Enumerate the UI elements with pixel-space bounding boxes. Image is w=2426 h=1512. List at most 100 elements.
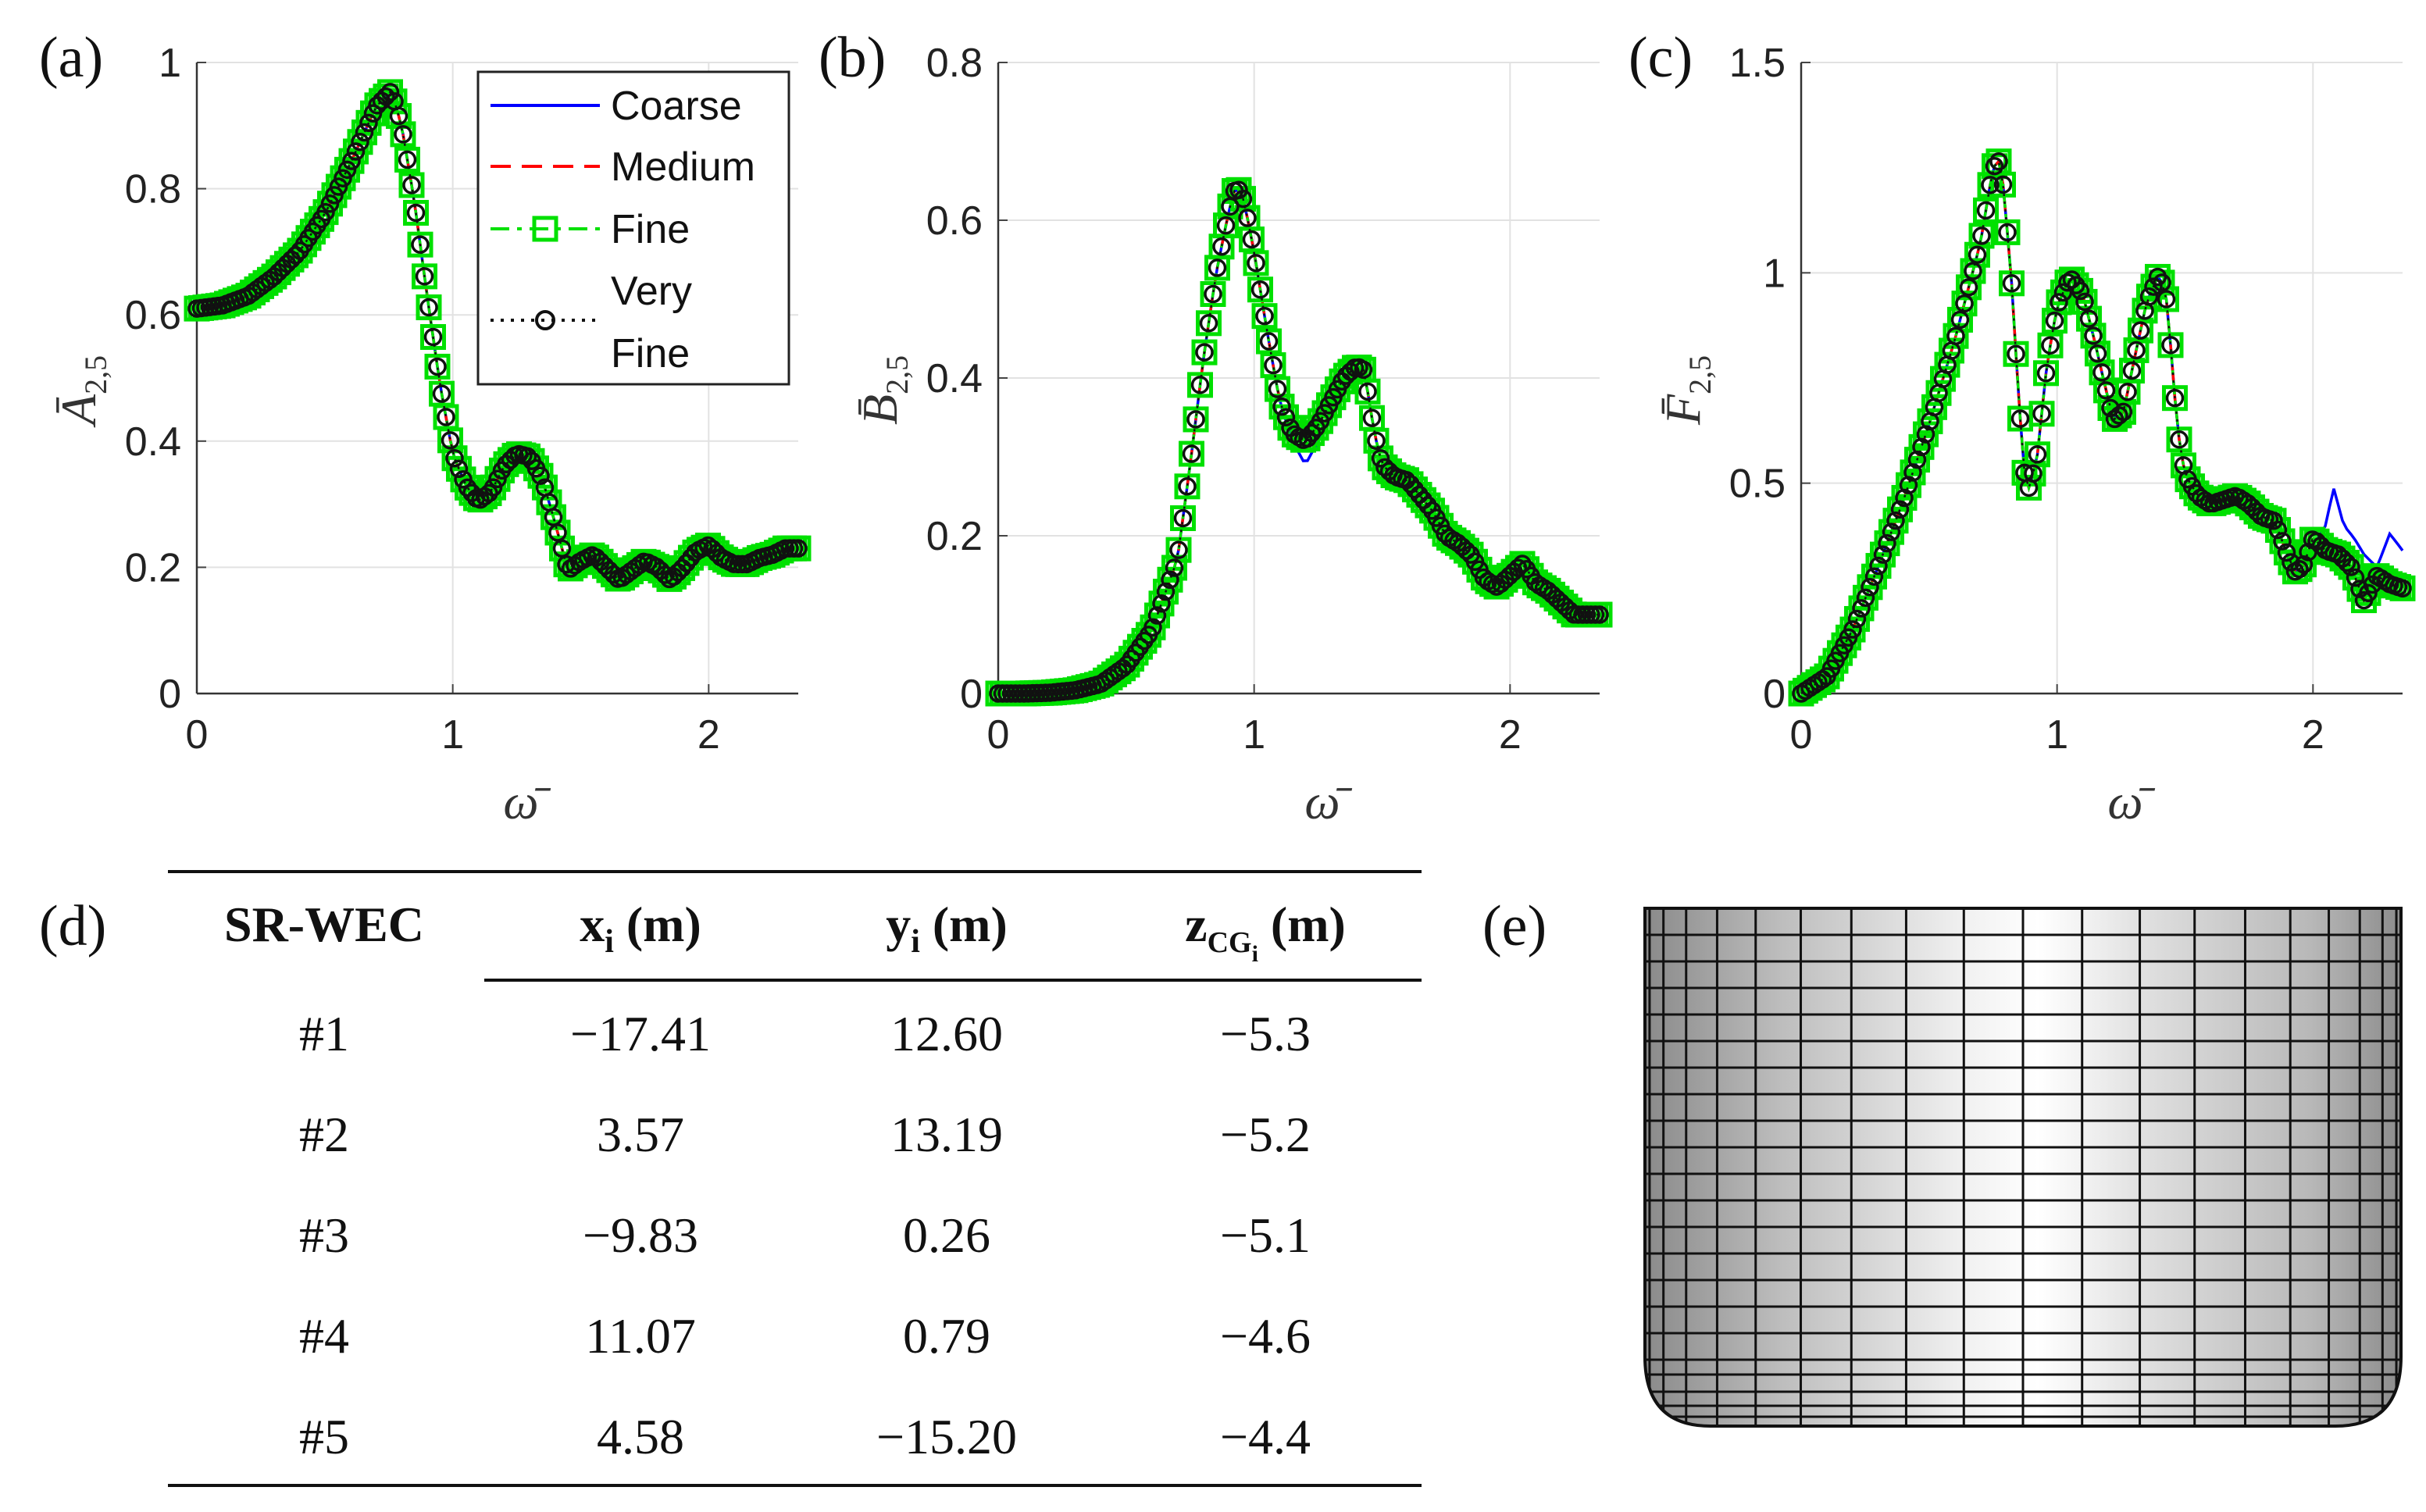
marker-veryfine <box>1998 223 2017 242</box>
marker-fine <box>1831 632 1857 658</box>
marker-veryfine <box>2393 579 2412 598</box>
marker-veryfine <box>428 357 447 376</box>
y-tick-label: 0.2 <box>926 514 983 559</box>
marker-veryfine <box>1890 500 1910 519</box>
marker-fine <box>1913 421 1939 448</box>
x-tick-label: 2 <box>2302 712 2324 758</box>
marker-veryfine <box>2024 464 2042 483</box>
legend-label-medium: Medium <box>611 144 755 190</box>
marker-veryfine <box>1268 380 1287 398</box>
marker-veryfine <box>2337 553 2356 572</box>
marker-veryfine <box>1147 606 1167 625</box>
marker-fine <box>1260 352 1286 379</box>
table-cell: #1 <box>299 1006 349 1061</box>
marker-veryfine <box>432 384 451 403</box>
marker-veryfine <box>406 203 426 223</box>
table-cell: #4 <box>299 1308 349 1364</box>
marker-veryfine <box>1195 343 1214 362</box>
y-tick-label: 0.2 <box>125 545 181 590</box>
x-tick-label: 0 <box>186 712 209 758</box>
table-header-x-sub: i <box>605 924 614 960</box>
marker-veryfine <box>2264 512 2283 530</box>
marker-veryfine <box>1247 254 1265 273</box>
marker-veryfine <box>380 83 400 102</box>
table-cell: #3 <box>299 1207 349 1263</box>
x-tick-label: 2 <box>697 712 720 758</box>
marker-fine <box>1939 337 1964 364</box>
marker-veryfine <box>1972 226 1991 245</box>
table-cell: 0.79 <box>903 1308 990 1364</box>
marker-veryfine <box>1272 397 1291 416</box>
table-header-x: xi (m) <box>580 897 701 960</box>
panel-label-b: (b) <box>819 26 886 90</box>
marker-veryfine <box>1212 237 1231 256</box>
x-tick-label: 1 <box>441 712 464 758</box>
legend: Coarse Medium Fine Very Fine <box>476 70 790 386</box>
marker-fine <box>1200 281 1226 308</box>
marker-veryfine <box>2157 290 2176 308</box>
marker-fine <box>2025 441 2050 468</box>
y-tick-label: 0 <box>1763 672 1786 717</box>
table-cell: −9.83 <box>583 1207 698 1263</box>
marker-fine <box>1930 366 1956 392</box>
y-tick-label: 0 <box>960 672 983 717</box>
marker-fine <box>2033 360 2059 387</box>
marker-veryfine <box>1861 578 1879 597</box>
marker-fine <box>420 323 446 350</box>
marker-veryfine <box>1242 230 1261 249</box>
y-tick-label: 0.4 <box>125 419 181 465</box>
marker-veryfine <box>441 431 460 450</box>
marker-veryfine <box>2075 292 2094 312</box>
marker-veryfine <box>419 298 438 317</box>
marker-veryfine <box>1178 477 1197 496</box>
marker-veryfine <box>1976 201 1996 220</box>
marker-veryfine <box>2088 344 2107 363</box>
marker-veryfine <box>351 133 369 152</box>
marker-veryfine <box>557 555 576 574</box>
marker-veryfine <box>2170 430 2189 449</box>
marker-veryfine <box>1955 294 1974 313</box>
marker-fine <box>2123 337 2150 363</box>
table-body: #1 −17.41 12.60 −5.3 #2 3.57 13.19 −5.2 #3 −9.83 0… <box>299 1006 1311 1464</box>
marker-veryfine <box>1878 533 1896 553</box>
marker-veryfine <box>1264 355 1283 375</box>
marker-fine <box>2037 332 2064 358</box>
marker-veryfine <box>531 466 550 485</box>
y-axis-label-symbol: Ā <box>51 394 106 428</box>
marker-fine <box>1243 250 1269 276</box>
marker-veryfine <box>655 565 675 584</box>
marker-fine <box>1179 440 1204 467</box>
y-axis-label-symbol: F̄ <box>1655 394 1711 426</box>
marker-veryfine <box>1950 310 1970 330</box>
table-cell: #5 <box>299 1409 349 1464</box>
marker-veryfine <box>1199 314 1218 333</box>
marker-veryfine <box>2290 559 2309 579</box>
marker-fine <box>1994 219 2021 245</box>
marker-fine <box>412 263 437 290</box>
marker-veryfine <box>604 565 623 584</box>
marker-veryfine <box>1852 599 1871 618</box>
marker-fine <box>1170 505 1196 531</box>
marker-veryfine <box>1513 555 1532 573</box>
table-cell: 13.19 <box>890 1107 1003 1162</box>
marker-veryfine <box>1362 408 1382 427</box>
y-tick-label: 1 <box>1763 251 1786 296</box>
marker-veryfine <box>1989 152 2008 171</box>
x-tick-label: 2 <box>1499 712 1522 758</box>
marker-veryfine <box>630 555 649 575</box>
marker-fine <box>1973 197 1999 223</box>
marker-veryfine <box>1882 522 1901 541</box>
marker-veryfine <box>1238 209 1257 227</box>
marker-fine <box>317 191 343 217</box>
marker-veryfine <box>1457 541 1476 560</box>
marker-veryfine <box>1959 278 1978 297</box>
table-header-z-sub: CG <box>1208 926 1252 959</box>
marker-fine <box>1921 394 1947 420</box>
marker-fine <box>1934 351 1960 378</box>
legend-label-veryfine-1: Very <box>611 269 692 314</box>
marker-veryfine <box>518 447 537 466</box>
marker-veryfine <box>355 123 374 142</box>
table-cell: −4.4 <box>1220 1409 1311 1464</box>
marker-veryfine <box>1869 556 1888 576</box>
